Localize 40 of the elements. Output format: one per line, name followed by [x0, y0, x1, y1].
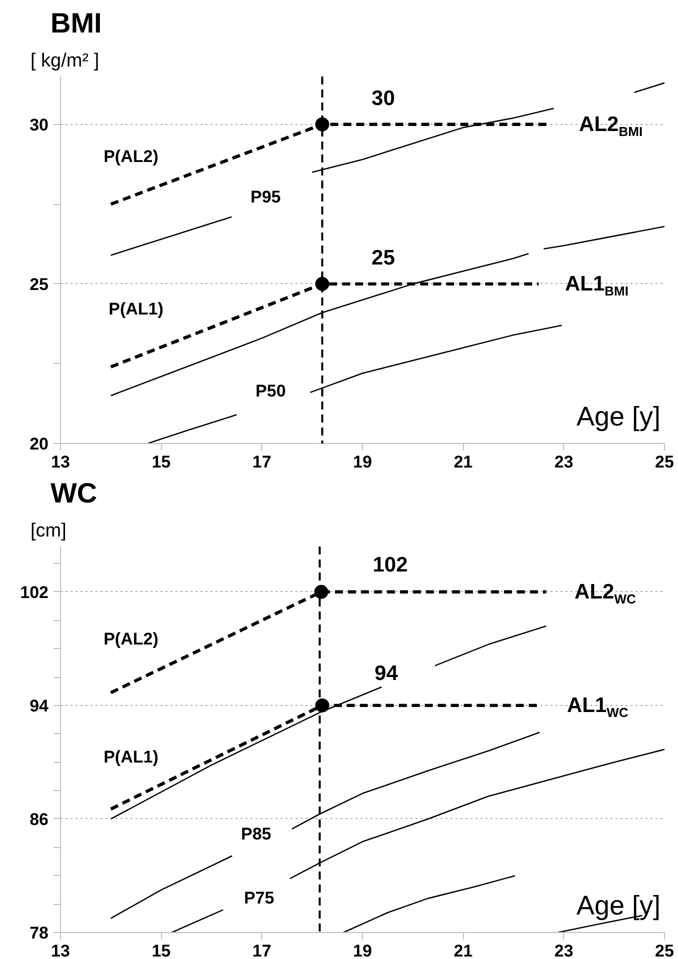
- annotation: P(AL2): [104, 146, 158, 166]
- x-tick-label: 19: [353, 452, 372, 472]
- x-axis-title: Age [y]: [576, 890, 660, 920]
- annotation: P95: [250, 187, 281, 206]
- y-tick-label: 102: [20, 582, 49, 602]
- chart-title: WC: [50, 478, 98, 508]
- x-tick-label: 15: [152, 452, 171, 472]
- annotation: P(AL1): [104, 748, 158, 767]
- annotation: 25: [372, 246, 396, 270]
- x-tick-label: 25: [655, 942, 674, 959]
- annotation: P50: [256, 381, 286, 400]
- annotation: 102: [372, 553, 408, 576]
- x-tick-label: 23: [554, 452, 574, 472]
- x-tick-label: 15: [152, 942, 171, 959]
- x-tick-label: 17: [252, 942, 272, 959]
- annotation: 30: [372, 86, 395, 110]
- y-axis-title: [cm]: [30, 520, 66, 542]
- y-tick-label: 30: [30, 115, 49, 134]
- y-tick-label: 94: [30, 696, 50, 716]
- y-tick-label: 86: [30, 810, 49, 829]
- annotation: P(AL1): [108, 300, 164, 319]
- line-series: [342, 875, 516, 932]
- annotation: P(AL2): [104, 630, 158, 649]
- x-axis-title: Age [y]: [576, 402, 660, 432]
- y-axis-title: [ kg/m² ]: [30, 50, 100, 72]
- annotation: P85: [241, 824, 272, 844]
- y-tick-label: 25: [30, 274, 49, 294]
- annotation: P75: [244, 888, 274, 908]
- annotation: 94: [374, 662, 398, 685]
- x-tick-label: 21: [454, 942, 473, 959]
- x-tick-label: 19: [353, 942, 372, 959]
- y-tick-label: 78: [30, 924, 49, 942]
- x-tick-label: 21: [454, 452, 473, 472]
- y-tick-label: 20: [30, 434, 49, 454]
- x-tick-label: 17: [252, 452, 272, 472]
- x-tick-label: 25: [655, 452, 674, 472]
- x-tick-label: 13: [51, 942, 70, 959]
- x-tick-label: 13: [51, 452, 70, 472]
- x-tick-label: 23: [554, 942, 574, 959]
- chart-title: BMI: [50, 8, 102, 38]
